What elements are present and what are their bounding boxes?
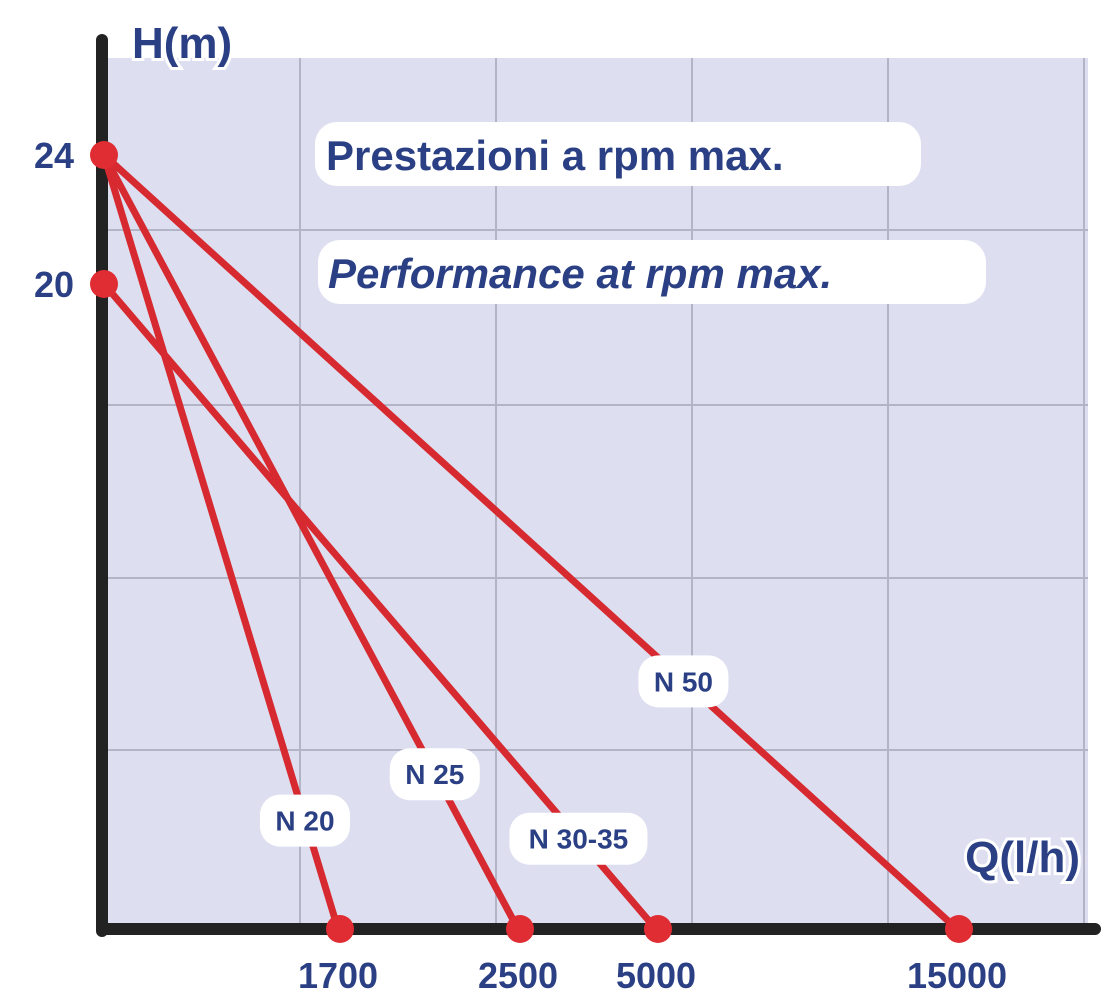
series-label-bg [389, 748, 480, 801]
series-label: N 25 [405, 759, 464, 790]
series-label-bg [259, 794, 350, 847]
data-point [506, 915, 534, 943]
series-label: N 50 [654, 666, 713, 697]
x-axis-label: Q(l/h) [965, 833, 1080, 882]
series-label-bg [638, 655, 729, 708]
x-tick-label: 15000 [907, 955, 1007, 996]
x-tick-label: 1700 [298, 955, 378, 996]
tick-labels: 1700 2500 5000 15000 24 20 [34, 135, 1007, 996]
series-label: N 20 [275, 806, 334, 837]
series-markers [90, 141, 973, 943]
text-halos [315, 122, 986, 304]
plot-background [102, 58, 1088, 930]
x-tick-label: 2500 [478, 955, 558, 996]
series-label-bg [509, 812, 648, 865]
chart-title: Prestazioni a rpm max. [326, 132, 784, 179]
y-tick-label: 24 [34, 135, 74, 176]
data-point [90, 141, 118, 169]
data-point [326, 915, 354, 943]
data-point [644, 915, 672, 943]
grid [102, 58, 1088, 929]
axes [96, 34, 1101, 937]
data-point [945, 915, 973, 943]
chart-subtitle: Performance at rpm max. [328, 250, 832, 297]
y-tick-label: 20 [34, 264, 74, 305]
y-axis-label: H(m) [132, 19, 232, 68]
series-labels: N 20 N 25 N 30-35 N 50 [259, 655, 729, 865]
x-tick-label: 5000 [616, 955, 696, 996]
series-line [100, 151, 961, 933]
data-point [90, 270, 118, 298]
series-label: N 30-35 [529, 824, 629, 855]
